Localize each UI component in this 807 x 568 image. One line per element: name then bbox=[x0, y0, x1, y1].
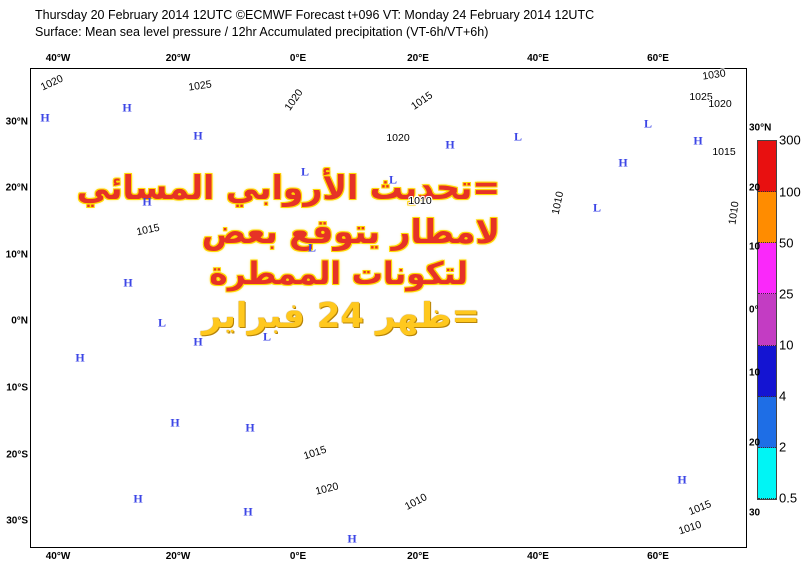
legend-value-label: 50 bbox=[779, 235, 794, 251]
top-axis-label: 40°E bbox=[527, 53, 549, 64]
left-axis-label: 20°N bbox=[5, 182, 28, 194]
legend-color-segment bbox=[758, 141, 776, 193]
forecast-title: Thursday 20 February 2014 12UTC ©ECMWF F… bbox=[35, 8, 595, 22]
legend-value-label: 4 bbox=[779, 388, 787, 404]
bottom-axis-label: 40°E bbox=[527, 551, 549, 562]
left-axis-label: 0°N bbox=[11, 315, 28, 327]
top-axis-label: 60°E bbox=[647, 53, 669, 64]
left-axis-label: 30°S bbox=[6, 515, 28, 527]
bottom-axis-label: 20°E bbox=[407, 551, 429, 562]
legend-color-segment bbox=[758, 294, 776, 346]
legend-value-label: 0.5 bbox=[779, 490, 798, 506]
legend-color-segment bbox=[758, 192, 776, 244]
right-axis-label: 30°N bbox=[749, 122, 772, 134]
legend-color-segment bbox=[758, 447, 776, 499]
bottom-axis-label: 0°E bbox=[289, 551, 307, 562]
top-axis-label: 40°W bbox=[45, 53, 71, 64]
legend-value-label: 25 bbox=[779, 286, 794, 302]
legend-value-label: 2 bbox=[779, 439, 787, 455]
bottom-axis-label: 60°E bbox=[647, 551, 669, 562]
left-axis-label: 10°S bbox=[6, 382, 28, 394]
left-axis-label: 30°N bbox=[5, 116, 28, 128]
legend-value-label: 10 bbox=[779, 337, 794, 353]
legend-color-segment bbox=[758, 396, 776, 448]
top-axis-label: 20°W bbox=[165, 53, 191, 64]
legend-color-segment bbox=[758, 345, 776, 397]
top-axis-label: 0°E bbox=[289, 53, 307, 64]
legend-value-label: 100 bbox=[779, 184, 801, 200]
bottom-axis-label: 40°W bbox=[45, 551, 71, 562]
map-border bbox=[30, 68, 747, 548]
top-axis-label: 20°E bbox=[407, 53, 429, 64]
forecast-subtitle: Surface: Mean sea level pressure / 12hr … bbox=[35, 25, 489, 39]
legend-color-segment bbox=[758, 243, 776, 295]
legend-value-label: 300 bbox=[779, 132, 801, 148]
right-axis-label: 30 bbox=[749, 507, 761, 519]
bottom-axis-label: 20°W bbox=[165, 551, 191, 562]
left-axis-label: 10°N bbox=[5, 249, 28, 261]
left-axis-label: 20°S bbox=[6, 449, 28, 461]
precipitation-legend-bar bbox=[757, 140, 777, 500]
